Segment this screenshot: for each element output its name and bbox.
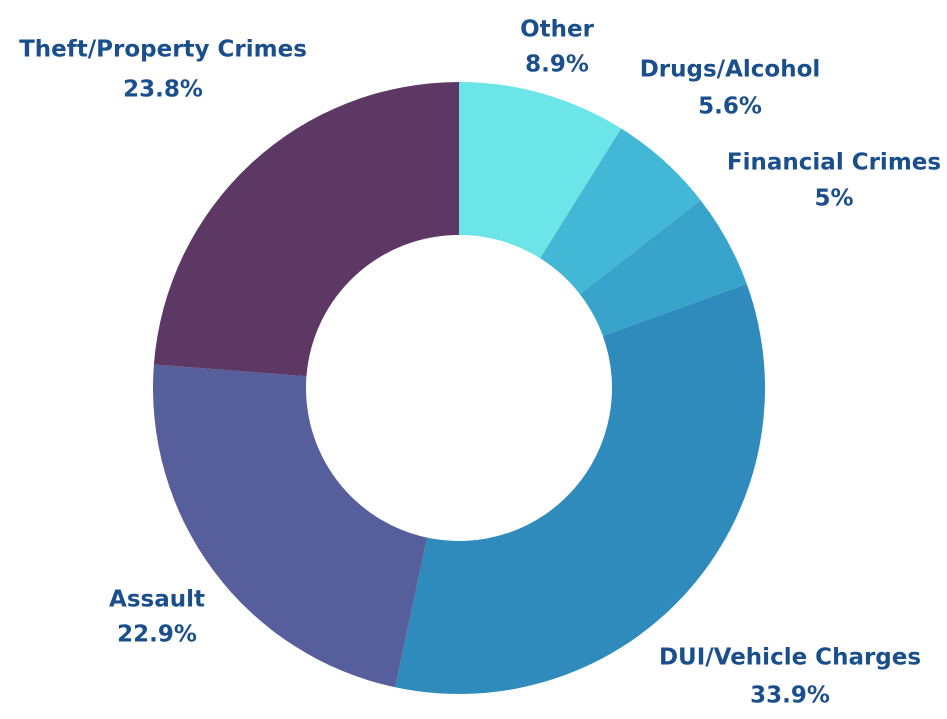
slice (579, 200, 747, 336)
slice-value: 5% (814, 186, 853, 212)
slice-label: DUI/Vehicle Charges (659, 645, 921, 671)
slice-label: Assault (109, 587, 205, 613)
slice-value: 8.9% (525, 52, 589, 78)
slice-label: Theft/Property Crimes (19, 37, 307, 63)
slice-label: Other (520, 17, 595, 43)
slice-label: Financial Crimes (727, 150, 941, 176)
slice (153, 364, 428, 688)
slice (153, 82, 459, 377)
slice (540, 128, 701, 295)
slice (395, 283, 765, 694)
slice-value: 33.9% (750, 683, 830, 709)
slice-value: 5.6% (698, 94, 762, 120)
slice-value: 23.8% (123, 77, 203, 103)
slice-label: Drugs/Alcohol (640, 57, 821, 83)
slice-value: 22.9% (117, 622, 197, 648)
slice (459, 82, 622, 259)
